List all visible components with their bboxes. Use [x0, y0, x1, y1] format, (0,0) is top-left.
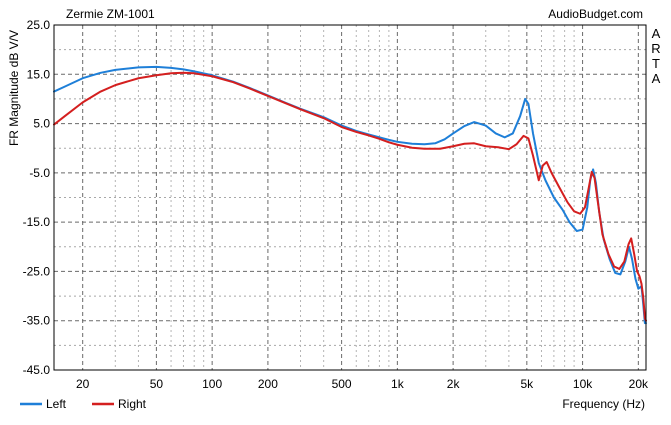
- y-tick-label: -15.0: [23, 215, 51, 229]
- x-tick-label: 500: [332, 377, 352, 391]
- legend-label-right: Right: [118, 397, 147, 411]
- x-axis-label: Frequency (Hz): [562, 397, 645, 411]
- x-tick-label: 50: [150, 377, 164, 391]
- watermark: AudioBudget.com: [548, 7, 643, 21]
- chart-title: Zermie ZM-1001: [66, 7, 155, 21]
- series-layer: [53, 65, 647, 325]
- x-tick-label: 100: [202, 377, 222, 391]
- x-tick-label: 5k: [520, 377, 534, 391]
- x-tick-label: 20: [76, 377, 90, 391]
- arta-letter: T: [652, 56, 660, 71]
- x-tick-label: 10k: [573, 377, 593, 391]
- y-tick-label: 15.0: [27, 67, 51, 81]
- x-tick-label: 2k: [447, 377, 461, 391]
- x-tick-label: 1k: [391, 377, 405, 391]
- arta-letter: A: [652, 26, 661, 41]
- y-tick-label: -5.0: [29, 166, 50, 180]
- y-tick-label: -45.0: [23, 363, 51, 377]
- x-tick-label: 200: [258, 377, 278, 391]
- legend: Left Right: [20, 397, 147, 411]
- y-axis-label: FR Magnitude dB V/V: [7, 30, 21, 146]
- y-tick-label: 5.0: [33, 117, 50, 131]
- arta-letter: R: [651, 41, 660, 56]
- y-tick-labels: 25.0 15.0 5.0 -5.0 -15.0 -25.0 -35.0 -45.0: [23, 18, 51, 377]
- plot-border: [53, 24, 647, 371]
- grid-lines: [54, 25, 646, 370]
- y-tick-label: 25.0: [27, 18, 51, 32]
- y-tick-label: -25.0: [23, 264, 51, 278]
- series-line-right: [53, 71, 647, 322]
- y-tick-label: -35.0: [23, 314, 51, 328]
- x-tick-labels: 20 50 100 200 500 1k 2k 5k 10k 20k: [76, 377, 649, 391]
- x-tick-label: 20k: [629, 377, 649, 391]
- arta-letter: A: [652, 71, 661, 86]
- legend-label-left: Left: [46, 397, 67, 411]
